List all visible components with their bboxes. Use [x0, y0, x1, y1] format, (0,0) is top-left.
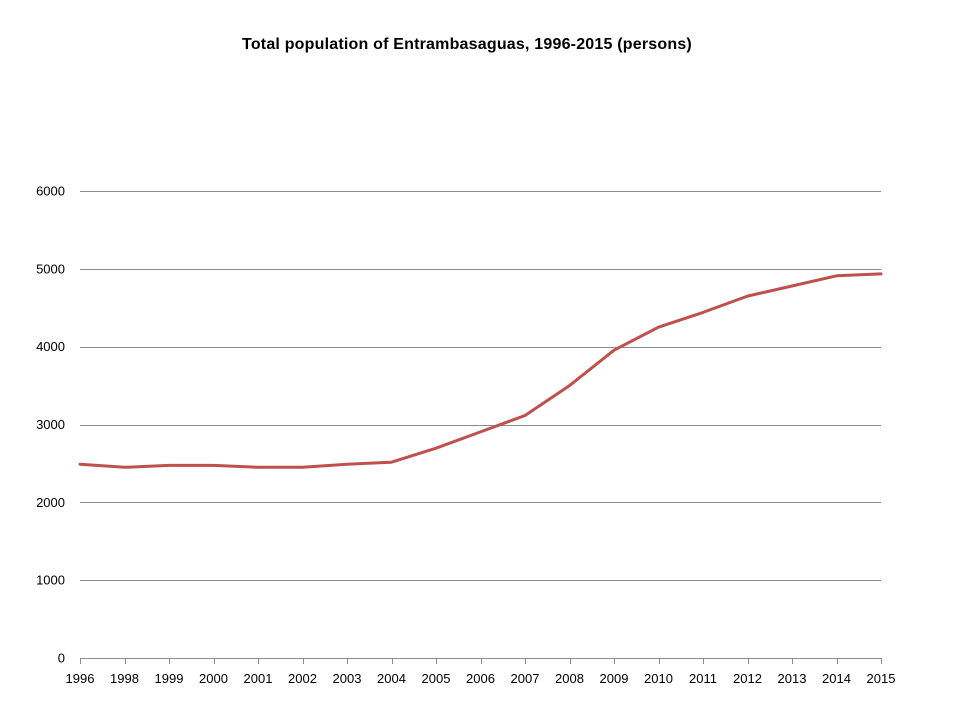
x-tick-label: 1998 — [110, 671, 139, 686]
x-tick-label: 2008 — [555, 671, 584, 686]
x-axis — [80, 658, 882, 664]
x-tick-label: 2012 — [733, 671, 762, 686]
x-tick-label: 2004 — [377, 671, 406, 686]
x-tick-label: 2005 — [422, 671, 451, 686]
x-tick-label: 2001 — [244, 671, 273, 686]
y-tick-label: 3000 — [36, 417, 65, 432]
y-tick-label: 5000 — [36, 261, 65, 276]
gridlines — [80, 191, 881, 581]
x-tick-label: 2013 — [778, 671, 807, 686]
y-tick-label: 6000 — [36, 184, 65, 199]
series-line-0 — [78, 272, 883, 469]
chart-title: Total population of Entrambasaguas, 1996… — [242, 36, 692, 53]
y-tick-label: 1000 — [36, 573, 65, 588]
x-axis-tick-labels: 1996 1998 1999 2000 2001 2002 2003 2004 2005 2006… — [66, 671, 896, 686]
y-tick-label: 2000 — [36, 495, 65, 510]
x-tick-label: 2006 — [466, 671, 495, 686]
x-tick-label: 2011 — [689, 671, 717, 686]
x-tick-label: 2007 — [511, 671, 540, 686]
series-lines — [78, 272, 883, 469]
x-tick-label: 2000 — [199, 671, 228, 686]
x-tick-label: 2014 — [822, 671, 851, 686]
y-tick-label: 4000 — [36, 339, 65, 354]
x-tick-label: 2015 — [867, 671, 896, 686]
x-tick-label: 2009 — [600, 671, 629, 686]
x-tick-label: 1996 — [66, 671, 95, 686]
y-axis-tick-labels: 0 1000 2000 3000 4000 5000 6000 — [36, 184, 65, 666]
x-tick-label: 1999 — [155, 671, 184, 686]
x-tick-label: 2002 — [288, 671, 317, 686]
x-tick-label: 2010 — [644, 671, 673, 686]
x-tick-label: 2003 — [333, 671, 362, 686]
y-tick-label: 0 — [58, 651, 65, 666]
